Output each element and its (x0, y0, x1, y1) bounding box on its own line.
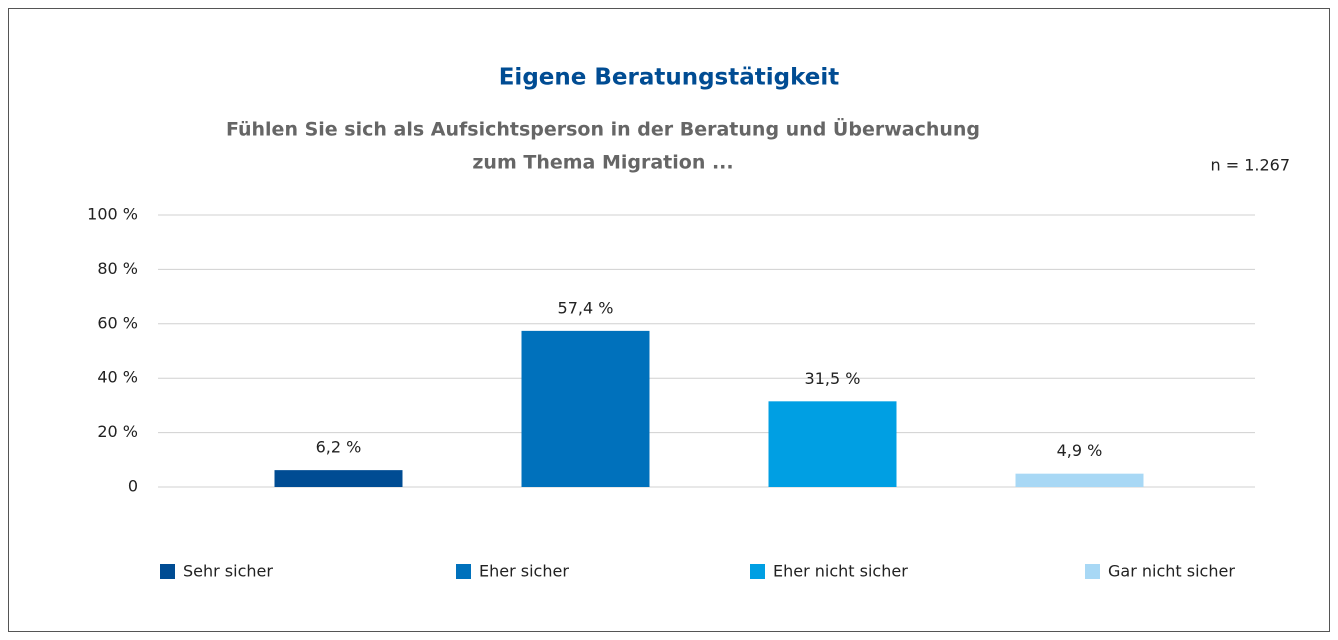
value-label: 4,9 % (1057, 441, 1103, 460)
legend-label: Gar nicht sicher (1108, 562, 1235, 581)
bar (1015, 473, 1144, 487)
value-label: 31,5 % (805, 369, 861, 388)
legend-label: Eher nicht sicher (773, 562, 908, 581)
bar (768, 401, 897, 487)
value-label: 6,2 % (316, 438, 362, 457)
y-tick-label: 40 % (97, 368, 138, 387)
legend-swatch (750, 564, 765, 579)
chart-subtitle: zum Thema Migration ... (472, 152, 733, 174)
legend-swatch (456, 564, 471, 579)
sample-size: n = 1.267 (1210, 156, 1290, 175)
y-tick-label: 80 % (97, 259, 138, 278)
chart-frame (8, 8, 1330, 632)
legend-label: Sehr sicher (183, 562, 273, 581)
value-label: 57,4 % (558, 298, 614, 317)
y-tick-label: 100 % (87, 205, 138, 224)
bar (521, 330, 650, 487)
chart-subtitle: Fühlen Sie sich als Aufsichtsperson in d… (226, 117, 980, 141)
chart-title: Eigene Beratungstätigkeit (499, 65, 840, 91)
bar (274, 470, 403, 487)
legend-swatch (1085, 564, 1100, 579)
y-tick-label: 60 % (97, 313, 138, 332)
y-tick-label: 0 (128, 477, 138, 496)
legend-swatch (160, 564, 175, 579)
y-tick-label: 20 % (97, 422, 138, 441)
legend-label: Eher sicher (479, 562, 569, 581)
